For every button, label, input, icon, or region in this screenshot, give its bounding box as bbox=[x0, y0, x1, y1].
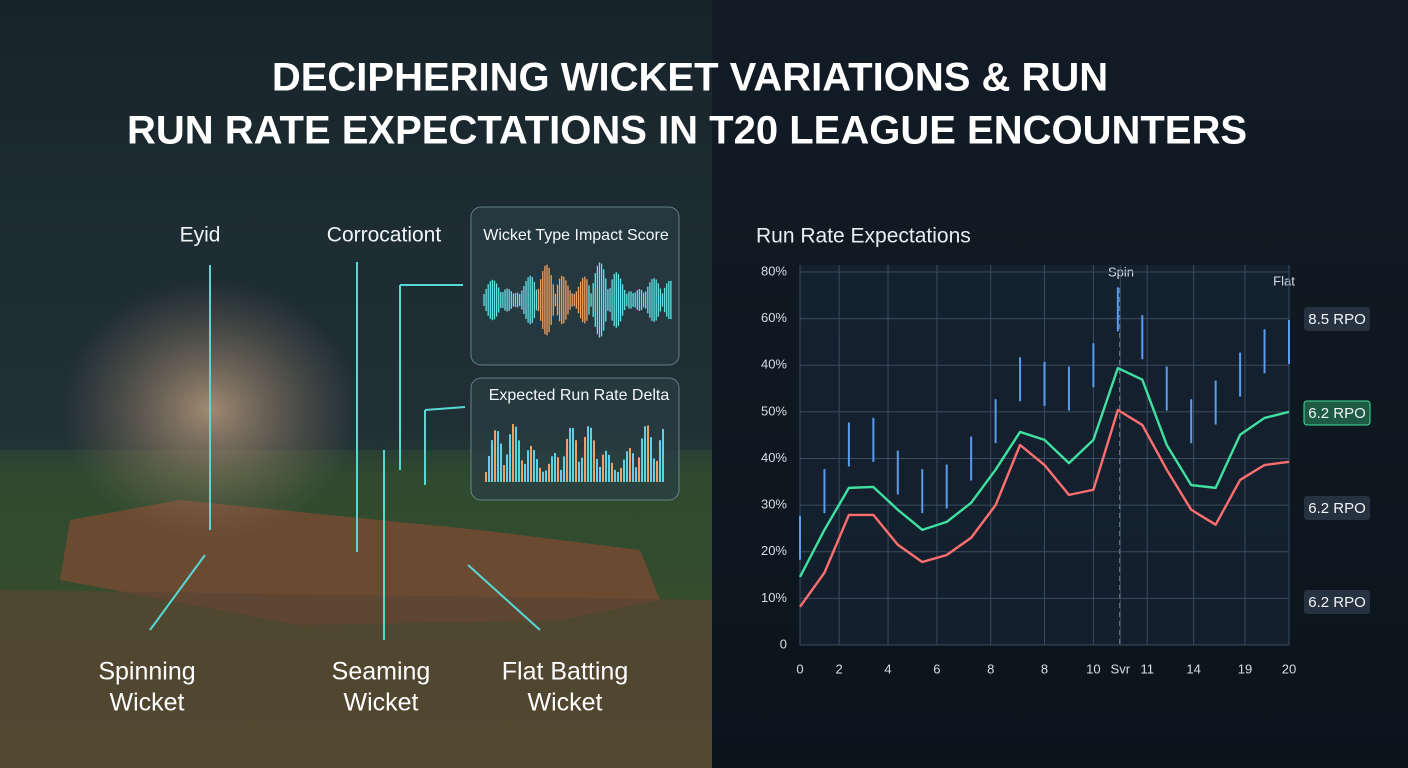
callout-label: Eyid bbox=[180, 224, 221, 247]
y-tick-label: 60% bbox=[761, 310, 787, 325]
x-tick-label: 8 bbox=[1041, 661, 1048, 676]
wicket-label: Seaming bbox=[332, 658, 431, 686]
x-tick-label: 19 bbox=[1238, 661, 1252, 676]
rpo-tag bbox=[1303, 400, 1371, 426]
rpo-tag bbox=[1304, 590, 1370, 614]
y-tick-label: 40% bbox=[761, 450, 787, 465]
wicket-label: Spinning bbox=[98, 658, 195, 686]
title-line: RUN RATE EXPECTATIONS IN T20 LEAGUE ENCO… bbox=[127, 109, 1247, 153]
ground bbox=[0, 590, 712, 768]
rpo-label: 6.2 RPO bbox=[1308, 594, 1366, 611]
card-title: Wicket Type Impact Score bbox=[483, 227, 669, 244]
x-tick-label: 2 bbox=[836, 661, 843, 676]
rpo-tag bbox=[1304, 307, 1370, 331]
rpo-label: 6.2 RPO bbox=[1308, 405, 1366, 422]
card-title: Expected Run Rate Delta bbox=[489, 387, 670, 404]
rpo-tag bbox=[1304, 496, 1370, 520]
wicket-label: Flat Batting bbox=[502, 658, 628, 686]
y-tick-label: 40% bbox=[761, 357, 787, 372]
chart-marks: 0 10% 20% 30% 40% 50% 40% 60% 80% 0 2 4 6 8 8 10 Svr 11 14… bbox=[761, 263, 1371, 676]
chart-title: Run Rate Expectations bbox=[756, 225, 971, 248]
rpo-label: 8.5 RPO bbox=[1308, 311, 1366, 328]
rpo-label: 6.2 RPO bbox=[1308, 500, 1366, 517]
series-line bbox=[798, 366, 1290, 578]
annotation: Flat bbox=[1273, 273, 1295, 288]
x-tick-label: 14 bbox=[1186, 661, 1200, 676]
x-tick-label: 11 bbox=[1140, 661, 1154, 676]
x-tick-label: 10 bbox=[1086, 661, 1100, 676]
y-tick-label: 10% bbox=[761, 590, 787, 605]
series-line bbox=[799, 408, 1290, 608]
wicket-label: Wicket bbox=[110, 689, 185, 717]
y-tick-label: 30% bbox=[761, 497, 787, 512]
wicket-label: Wicket bbox=[344, 689, 419, 717]
x-tick-label: 6 bbox=[933, 661, 940, 676]
title-line: DECIPHERING WICKET VARIATIONS & RUN bbox=[272, 56, 1108, 100]
x-tick-label: 8 bbox=[987, 661, 994, 676]
y-tick-label: 0 bbox=[780, 636, 787, 651]
delta-bars bbox=[485, 424, 664, 482]
y-tick-label: 80% bbox=[761, 263, 787, 278]
x-tick-label: 4 bbox=[884, 661, 891, 676]
leader-lines bbox=[149, 262, 541, 640]
x-tick-label: 20 bbox=[1282, 661, 1296, 676]
callout-label: Corrocationt bbox=[327, 224, 442, 247]
y-tick-label: 20% bbox=[761, 543, 787, 558]
x-tick-label: Svr bbox=[1111, 661, 1131, 676]
x-tick-label: 0 bbox=[796, 661, 803, 676]
y-tick-label: 50% bbox=[761, 403, 787, 418]
wicket-label: Wicket bbox=[528, 689, 603, 717]
impact-waveform bbox=[483, 262, 672, 338]
